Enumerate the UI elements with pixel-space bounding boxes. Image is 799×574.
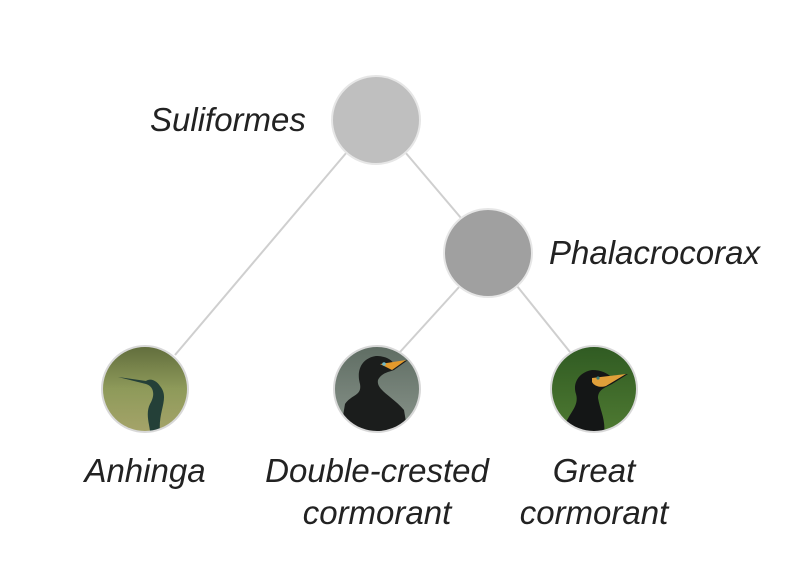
leaf-label-double-crested-cormorant: Double-crested cormorant (247, 450, 507, 534)
node-phalacrocorax (443, 208, 533, 298)
node-suliformes (331, 75, 421, 165)
double-crested-cormorant-image-frame (333, 345, 421, 433)
great-cormorant-image (551, 346, 637, 432)
leaf-label-double-crested-line1: Double-crested (265, 452, 489, 489)
label-phalacrocorax: Phalacrocorax (549, 234, 760, 271)
edge-phalacrocorax-great (516, 285, 571, 353)
edge-root-anhinga (174, 151, 348, 356)
double-crested-cormorant-image (334, 346, 420, 432)
edge-root-phalacrocorax (404, 151, 462, 219)
great-cormorant-image-frame (550, 345, 638, 433)
leaf-label-great-line1: Great (552, 452, 636, 489)
leaf-label-great-cormorant: Great cormorant (464, 450, 724, 534)
leaf-label-anhinga-line1: Anhinga (84, 452, 206, 489)
anhinga-image-frame (101, 345, 189, 433)
leaf-label-great-line2: cormorant (519, 494, 669, 531)
label-suliformes: Suliformes (150, 101, 306, 138)
edge-phalacrocorax-double-crested (399, 285, 461, 353)
anhinga-image (102, 346, 188, 432)
leaf-label-anhinga: Anhinga (15, 450, 275, 492)
leaf-label-double-crested-line2: cormorant (302, 494, 452, 531)
